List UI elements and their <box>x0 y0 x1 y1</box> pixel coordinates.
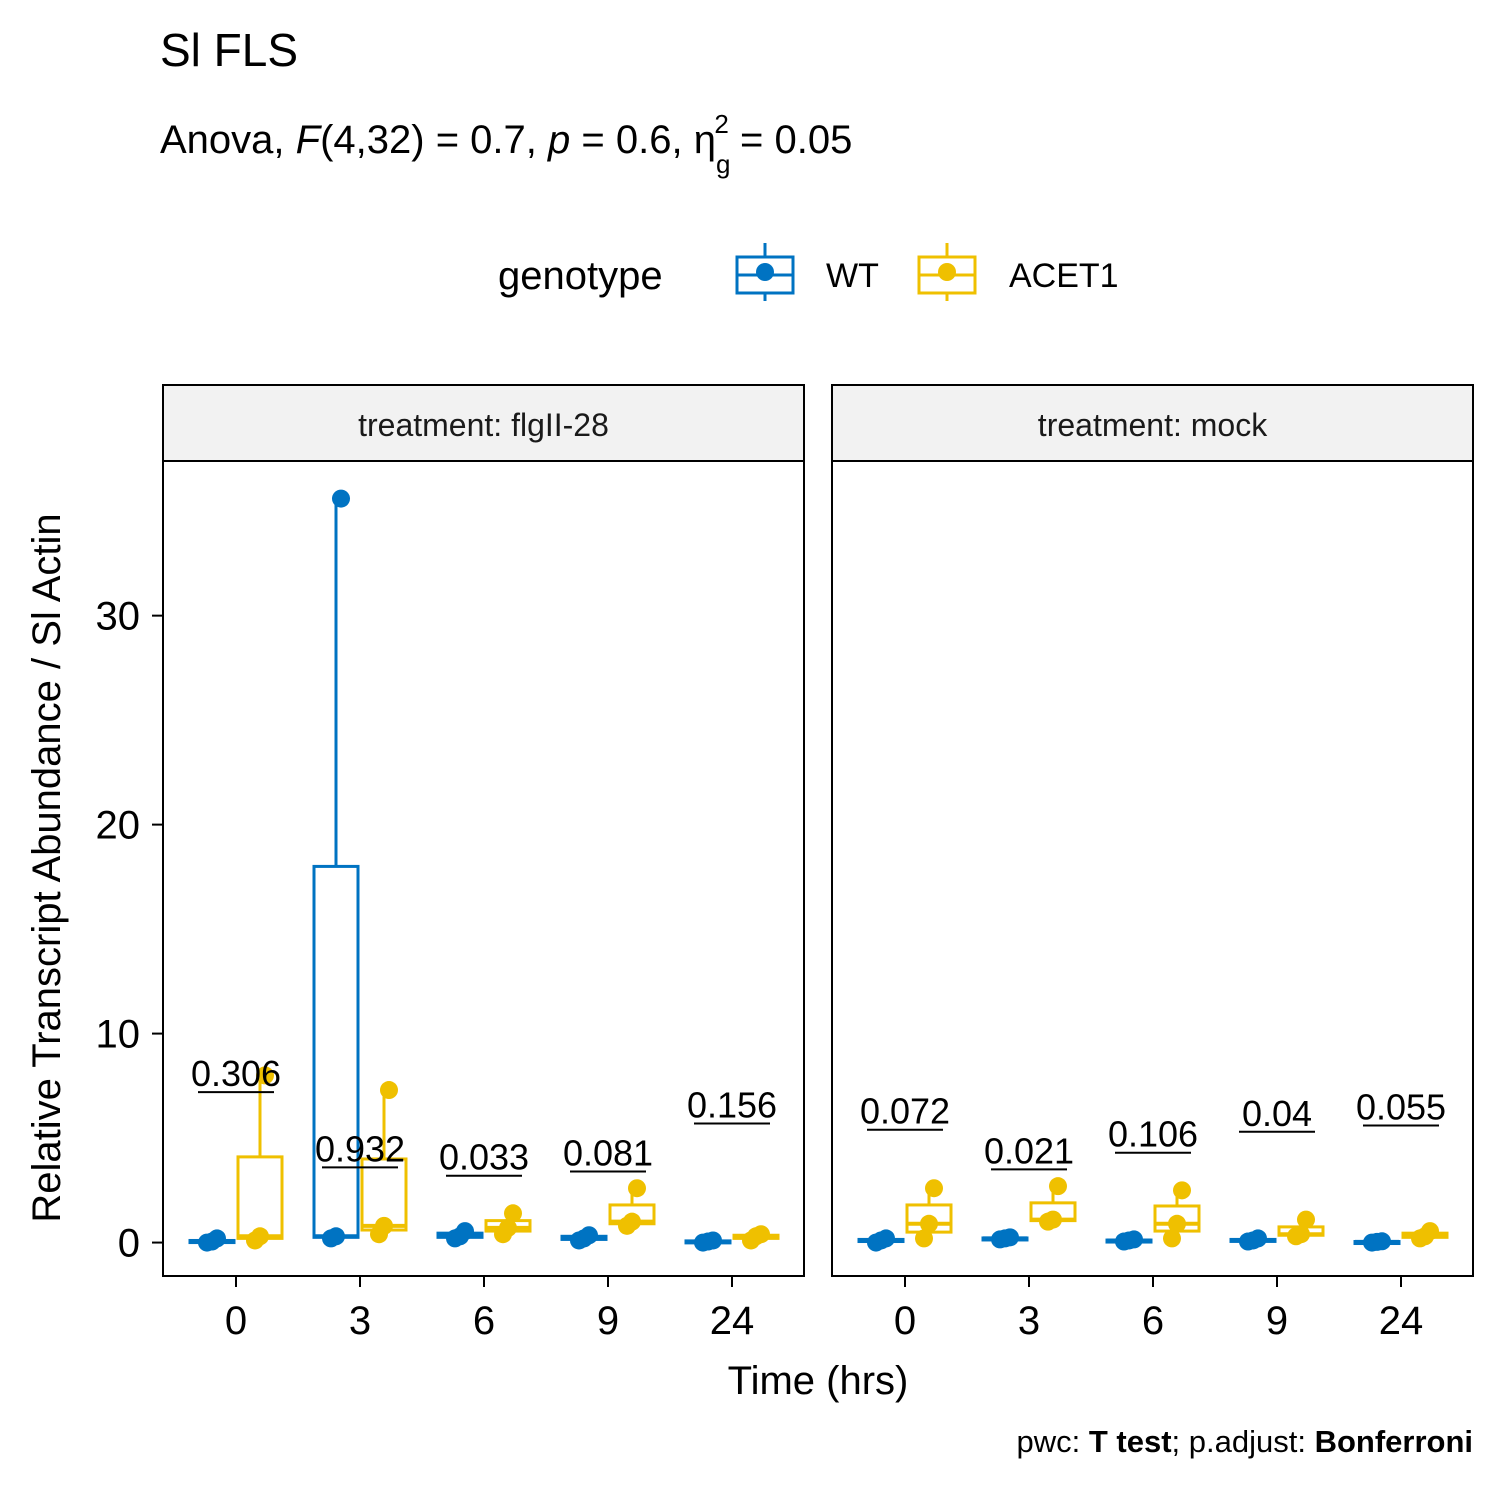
y-tick-label: 10 <box>96 1013 141 1057</box>
pvalue-label: 0.106 <box>1108 1114 1198 1155</box>
data-point <box>251 1227 269 1246</box>
panel-flgII-28: treatment: flgII-28 0 3 6 9 24 0.306 0.932 0.03… <box>162 384 805 1343</box>
x-tick-label: 24 <box>710 1299 755 1343</box>
data-point <box>380 1081 398 1100</box>
caption: pwc: T test; p.adjust: Bonferroni <box>1016 1424 1473 1459</box>
x-tick-label: 3 <box>1018 1299 1040 1343</box>
panel-plot-area: 0 3 6 9 24 0.072 0.021 0.106 0.04 0.055 <box>857 1087 1449 1343</box>
pvalue-label: 0.306 <box>191 1053 281 1094</box>
strip-background <box>831 384 1474 462</box>
data-point <box>920 1214 938 1233</box>
data-point <box>1001 1228 1019 1247</box>
subtitle-eta-sup: 2 <box>714 109 728 139</box>
data-point <box>1292 1225 1310 1244</box>
x-tick-label: 3 <box>349 1299 371 1343</box>
data-point <box>456 1222 474 1241</box>
chart-title: Sl FLS <box>160 24 298 76</box>
pvalue-label: 0.04 <box>1242 1093 1312 1134</box>
legend: genotype WT ACET1 <box>498 243 1119 301</box>
x-tick-label: 6 <box>1142 1299 1164 1343</box>
data-point <box>1168 1214 1186 1233</box>
pvalue-label: 0.033 <box>439 1137 529 1178</box>
data-point <box>375 1216 393 1235</box>
pvalue-label: 0.081 <box>563 1133 653 1174</box>
data-point <box>1297 1210 1315 1229</box>
box-body <box>312 864 360 1239</box>
box-body <box>360 1157 408 1232</box>
data-point <box>1173 1181 1191 1200</box>
strip-label: treatment: flgII-28 <box>358 407 609 443</box>
y-axis: 0 10 20 30 <box>96 595 163 1266</box>
data-point <box>580 1226 598 1245</box>
data-point <box>1163 1229 1181 1248</box>
subtitle-p-symbol: p <box>547 118 570 162</box>
data-point <box>925 1179 943 1198</box>
strip-background <box>162 384 805 462</box>
panel-plot-area: 0 3 6 9 24 0.306 0.932 0.033 0.081 0.156 <box>188 489 780 1343</box>
legend-key-point <box>756 263 774 281</box>
data-point <box>1125 1230 1143 1249</box>
legend-item-acet1 <box>917 243 977 301</box>
data-point <box>1249 1229 1267 1248</box>
data-point <box>623 1212 641 1231</box>
pvalue-label: 0.156 <box>687 1084 777 1125</box>
box-body <box>236 1155 284 1240</box>
legend-title: genotype <box>498 254 663 298</box>
strip-label: treatment: mock <box>1038 407 1268 443</box>
data-point <box>877 1229 895 1248</box>
subtitle-f-symbol: F <box>296 118 323 162</box>
y-tick-label: 30 <box>96 595 141 639</box>
x-tick-label: 9 <box>1266 1299 1288 1343</box>
y-tick-label: 0 <box>118 1222 140 1266</box>
data-point <box>915 1229 933 1248</box>
subtitle-f-df: (4,32) = 0.7, <box>320 118 548 162</box>
data-point <box>628 1179 646 1198</box>
subtitle-eta-sub: g <box>716 149 730 179</box>
y-tick-label: 20 <box>96 804 141 848</box>
pvalue-label: 0.072 <box>860 1091 950 1132</box>
data-point <box>504 1204 522 1223</box>
x-tick-label: 6 <box>473 1299 495 1343</box>
pvalue-label: 0.055 <box>1356 1087 1446 1128</box>
legend-label-acet1: ACET1 <box>1009 257 1119 295</box>
caption-method: Bonferroni <box>1315 1424 1473 1459</box>
x-tick-label: 0 <box>225 1299 247 1343</box>
legend-label-wt: WT <box>826 257 879 295</box>
pvalue-label: 0.021 <box>984 1130 1074 1171</box>
data-point <box>332 489 350 508</box>
pvalue-label: 0.932 <box>315 1128 405 1169</box>
x-tick-label: 9 <box>597 1299 619 1343</box>
data-point <box>1421 1222 1439 1241</box>
x-axis-title: Time (hrs) <box>728 1359 909 1403</box>
data-point <box>752 1225 770 1244</box>
panel-mock: treatment: mock 0 3 6 9 24 0.072 0.021 0.106 0.0… <box>831 384 1474 1343</box>
data-point <box>499 1218 517 1237</box>
legend-key-point <box>938 263 956 281</box>
subtitle-prefix: Anova, <box>160 118 296 162</box>
caption-test: T test <box>1089 1424 1172 1459</box>
data-point <box>1049 1177 1067 1196</box>
legend-item-wt <box>735 243 795 301</box>
data-point <box>1044 1210 1062 1229</box>
y-axis-title: Relative Transcript Abundance / Sl Actin <box>25 513 69 1222</box>
data-point <box>1373 1232 1391 1251</box>
caption-mid: ; p.adjust: <box>1172 1424 1315 1459</box>
x-tick-label: 24 <box>1379 1299 1424 1343</box>
data-point <box>704 1231 722 1250</box>
data-point <box>327 1227 345 1246</box>
subtitle-eta-symbol: η <box>694 118 716 162</box>
subtitle-p-value: = 0.6, <box>570 118 693 162</box>
chart-subtitle: Anova, F(4,32) = 0.7, p = 0.6, ηg 2 = 0.0… <box>160 109 852 179</box>
x-tick-label: 0 <box>894 1299 916 1343</box>
data-point <box>208 1229 226 1248</box>
subtitle-eta-value: = 0.05 <box>729 118 852 162</box>
data-point <box>256 1066 274 1085</box>
caption-prefix: pwc: <box>1016 1424 1088 1459</box>
